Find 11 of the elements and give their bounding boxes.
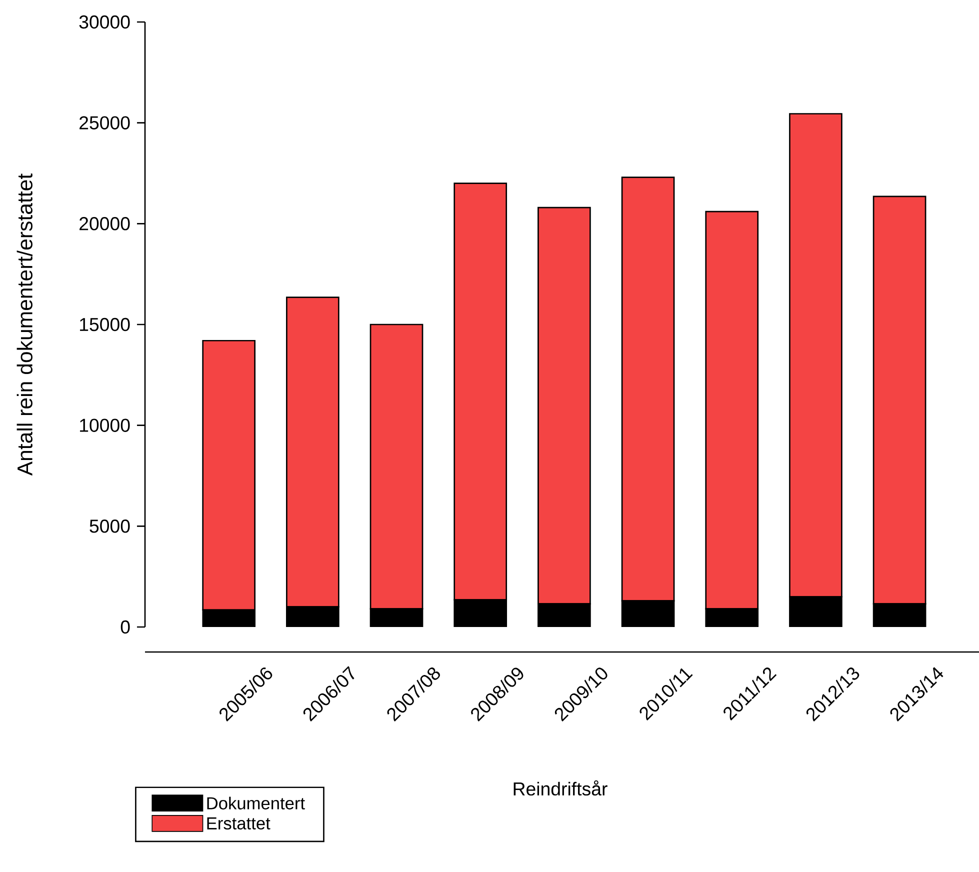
y-tick-label: 30000: [79, 15, 130, 29]
y-tick-label: 0: [120, 620, 130, 634]
legend-label: Dokumentert: [207, 796, 305, 810]
x-axis-title: Reindriftsår: [514, 780, 608, 796]
legend-label: Erstattet: [207, 817, 270, 830]
y-axis-title: Antall rein dokumentert/erstattet: [16, 174, 32, 476]
y-tick-label: 20000: [80, 217, 130, 230]
y-tick-label: 10000: [80, 418, 130, 432]
y-tick-label: 5000: [90, 520, 130, 533]
y-tick-label: 15000: [80, 318, 130, 332]
y-tick-label: 25000: [80, 116, 130, 130]
